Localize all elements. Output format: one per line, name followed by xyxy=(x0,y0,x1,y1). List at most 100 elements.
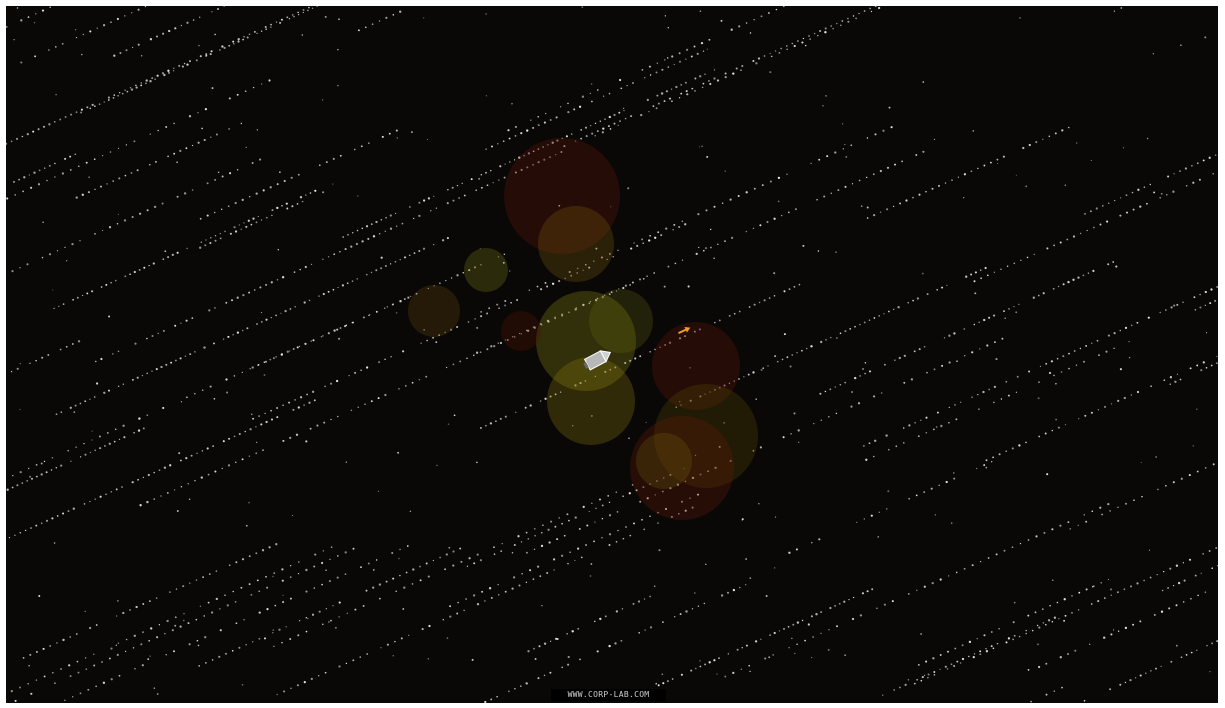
star xyxy=(245,146,247,149)
star xyxy=(511,102,513,105)
star xyxy=(53,542,56,544)
star xyxy=(866,206,869,209)
game-viewport[interactable]: WWW.CORP-LAB.COM xyxy=(6,6,1218,703)
star xyxy=(794,652,796,655)
star-streak xyxy=(1194,300,1216,311)
star-streak xyxy=(1084,154,1217,215)
star xyxy=(667,27,669,29)
star-streak xyxy=(788,461,993,554)
star xyxy=(1052,579,1054,581)
star xyxy=(147,658,150,661)
star-streak xyxy=(865,340,1130,461)
star xyxy=(1115,265,1118,268)
star xyxy=(888,106,891,109)
star xyxy=(1146,137,1149,140)
star xyxy=(1192,445,1194,447)
star xyxy=(1119,368,1122,371)
star xyxy=(255,441,258,444)
star xyxy=(176,161,178,164)
star xyxy=(426,138,429,141)
star-streak xyxy=(724,502,1110,678)
star xyxy=(96,382,99,385)
star-streak xyxy=(357,10,402,32)
star xyxy=(1204,36,1207,39)
star xyxy=(28,664,31,667)
star xyxy=(698,146,701,148)
star xyxy=(556,637,559,641)
star xyxy=(699,660,701,662)
star-streak xyxy=(466,468,685,567)
star-streak xyxy=(913,546,1218,685)
star xyxy=(1175,644,1178,647)
star xyxy=(307,617,309,620)
star xyxy=(272,575,274,578)
star xyxy=(1015,174,1017,176)
site-credit-label: WWW.CORP-LAB.COM xyxy=(551,689,666,701)
star xyxy=(245,524,248,527)
star xyxy=(435,341,438,343)
star-streak xyxy=(276,506,694,696)
glow-orb xyxy=(408,285,460,337)
star xyxy=(591,415,593,417)
star xyxy=(825,94,828,97)
star xyxy=(581,6,584,8)
star xyxy=(1180,44,1182,46)
star xyxy=(933,138,936,141)
star xyxy=(1019,17,1021,19)
star xyxy=(182,619,185,622)
star xyxy=(338,337,341,340)
star xyxy=(1055,418,1057,421)
star xyxy=(467,321,470,323)
star xyxy=(907,679,910,681)
glow-orb xyxy=(504,138,620,254)
thruster-glows xyxy=(408,138,758,520)
star xyxy=(798,441,800,443)
star xyxy=(256,129,258,131)
star xyxy=(325,569,327,571)
star xyxy=(328,621,330,623)
star xyxy=(260,311,262,314)
star xyxy=(108,315,111,318)
star xyxy=(1037,643,1039,646)
star xyxy=(116,599,119,602)
star xyxy=(337,49,339,51)
star xyxy=(844,143,846,146)
star xyxy=(694,454,697,457)
star xyxy=(217,171,220,174)
star xyxy=(110,647,113,650)
space-background xyxy=(6,6,1218,703)
star xyxy=(567,655,570,659)
star xyxy=(197,644,200,647)
space-field[interactable] xyxy=(6,6,1218,703)
star-streak xyxy=(198,547,462,667)
star xyxy=(1160,192,1163,195)
star xyxy=(687,285,690,288)
star xyxy=(1048,371,1052,375)
star xyxy=(1027,669,1030,671)
star xyxy=(974,292,977,295)
star xyxy=(655,682,658,685)
star xyxy=(628,437,630,440)
star xyxy=(410,131,413,134)
star-streak xyxy=(55,237,449,416)
star xyxy=(724,170,726,172)
star xyxy=(663,285,666,288)
star xyxy=(864,362,867,364)
star xyxy=(91,430,93,432)
glow-orb xyxy=(630,416,734,520)
star-streak xyxy=(75,122,243,199)
star xyxy=(511,551,514,554)
star xyxy=(446,637,449,639)
star xyxy=(279,171,281,173)
star xyxy=(653,585,656,587)
star xyxy=(1122,147,1125,149)
star xyxy=(1196,408,1198,410)
star-streak xyxy=(1083,640,1218,702)
star xyxy=(248,501,250,504)
star xyxy=(377,490,379,492)
star xyxy=(485,95,488,97)
star xyxy=(701,145,703,148)
star-streak xyxy=(882,616,1057,696)
player-ship-icon[interactable] xyxy=(582,347,613,371)
star xyxy=(337,84,339,87)
